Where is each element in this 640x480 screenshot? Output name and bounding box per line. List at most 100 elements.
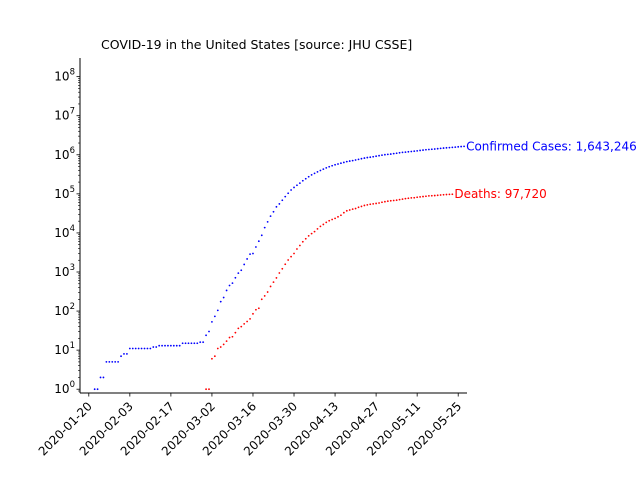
y-tick-label: 107 (54, 107, 75, 123)
data-point (134, 347, 137, 350)
data-point (375, 155, 378, 158)
data-point (263, 226, 266, 229)
data-point (275, 205, 278, 208)
series-0 (93, 145, 465, 391)
data-point (114, 361, 117, 363)
data-point (369, 156, 372, 159)
y-tick-label: 103 (54, 263, 75, 279)
data-point (155, 346, 158, 348)
data-point (211, 357, 213, 360)
data-point (360, 205, 363, 208)
data-point (372, 155, 375, 158)
data-point (389, 199, 392, 202)
data-point (416, 149, 419, 152)
data-point (319, 169, 322, 172)
data-point (384, 200, 386, 203)
data-point (202, 341, 205, 344)
data-point (237, 272, 240, 274)
data-point (334, 217, 336, 220)
data-point (266, 291, 269, 293)
data-point (381, 154, 383, 157)
data-point (384, 153, 386, 156)
data-point (257, 307, 260, 310)
chart-title: COVID-19 in the United States [source: J… (101, 37, 412, 52)
data-point (401, 198, 404, 201)
data-point (354, 207, 357, 210)
data-point (340, 162, 342, 165)
data-point (296, 184, 298, 187)
data-point (146, 347, 149, 350)
data-point (348, 209, 351, 211)
data-point (378, 202, 380, 204)
data-point (351, 159, 354, 162)
data-point (243, 263, 246, 266)
data-point (158, 344, 161, 347)
data-point (284, 263, 287, 266)
data-point (316, 170, 319, 173)
data-point (213, 355, 216, 358)
data-point (255, 246, 257, 248)
data-point (278, 203, 281, 205)
data-point (304, 237, 307, 240)
data-point (419, 149, 421, 152)
data-point (451, 193, 454, 196)
data-point (108, 361, 111, 363)
data-point (342, 161, 345, 164)
data-point (410, 197, 413, 199)
data-point (366, 203, 369, 206)
data-point (425, 148, 427, 151)
series-end-label: Deaths: 97,720 (454, 187, 546, 201)
data-point (392, 152, 395, 155)
data-point (257, 240, 260, 243)
data-point (448, 146, 451, 149)
data-point (316, 227, 319, 230)
data-point (211, 320, 213, 323)
data-point (395, 199, 398, 202)
data-point (252, 252, 254, 255)
data-point (228, 336, 231, 339)
data-point (363, 204, 366, 207)
data-point (149, 347, 152, 350)
data-point (287, 259, 290, 261)
data-point (436, 147, 439, 150)
data-point (419, 196, 421, 198)
data-point (325, 167, 328, 169)
data-point (213, 315, 216, 318)
annotation-layer: Confirmed Cases: 1,643,246 Deaths: 97,720 (454, 139, 636, 201)
data-point (293, 252, 295, 255)
data-point (337, 163, 339, 165)
data-point (337, 215, 339, 218)
data-point (351, 208, 354, 211)
y-tick-label: 102 (54, 302, 75, 318)
data-point (231, 282, 234, 285)
data-point (360, 157, 363, 160)
data-point (293, 186, 295, 189)
data-point (436, 194, 439, 197)
data-point (463, 145, 465, 148)
data-point (249, 318, 251, 320)
data-point (451, 146, 454, 149)
data-point (117, 361, 120, 363)
data-point (105, 361, 108, 363)
data-point (234, 331, 237, 334)
data-point (342, 211, 345, 214)
data-point (96, 388, 99, 391)
data-point (169, 344, 172, 347)
data-point (272, 210, 275, 213)
data-point (430, 148, 433, 151)
data-point (392, 199, 395, 202)
data-point (442, 147, 445, 149)
data-point (331, 218, 334, 221)
data-point (386, 200, 389, 203)
data-point (430, 194, 433, 197)
data-point (357, 206, 360, 209)
data-point (93, 388, 96, 391)
data-point (143, 347, 146, 350)
data-point (216, 309, 219, 312)
data-point (381, 201, 383, 204)
data-point (460, 145, 463, 148)
data-point (422, 149, 424, 151)
data-point (140, 347, 143, 350)
data-point (345, 160, 348, 163)
data-point (111, 361, 114, 363)
